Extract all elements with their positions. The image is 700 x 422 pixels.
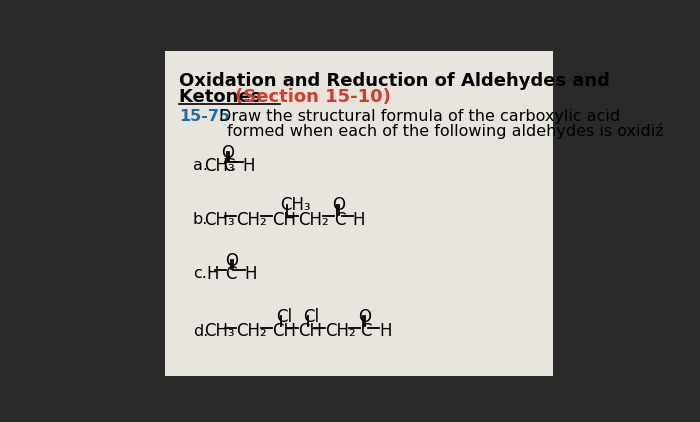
Text: C: C: [360, 322, 372, 341]
Text: C: C: [225, 265, 237, 283]
Text: formed when each of the following aldehydes is oxidiź: formed when each of the following aldehy…: [227, 123, 664, 139]
Text: Ketones: Ketones: [179, 88, 267, 106]
Text: CH₂: CH₂: [298, 211, 329, 229]
Text: a.: a.: [193, 158, 208, 173]
Text: CH₃: CH₃: [204, 157, 234, 175]
Text: (Section 15-10): (Section 15-10): [234, 88, 391, 106]
Text: Cl: Cl: [303, 308, 319, 326]
Bar: [165, 51, 552, 376]
Text: CH₃: CH₃: [204, 322, 234, 341]
Text: CH: CH: [298, 322, 322, 341]
Text: O: O: [358, 308, 371, 326]
Text: O: O: [332, 196, 345, 214]
Text: CH₂: CH₂: [237, 211, 267, 229]
Text: Draw the structural formula of the carboxylic acid: Draw the structural formula of the carbo…: [219, 109, 620, 124]
Text: c.: c.: [193, 266, 206, 281]
Text: O: O: [225, 252, 238, 270]
Text: Cl: Cl: [276, 308, 293, 326]
Text: CH₂: CH₂: [237, 322, 267, 341]
Text: CH₃: CH₃: [204, 211, 234, 229]
Text: H: H: [242, 157, 255, 175]
Text: Oxidation and Reduction of Aldehydes and: Oxidation and Reduction of Aldehydes and: [179, 72, 610, 90]
Text: CH₂: CH₂: [325, 322, 356, 341]
Text: d.: d.: [193, 324, 209, 339]
Text: CH: CH: [272, 211, 296, 229]
Text: H: H: [245, 265, 258, 283]
Text: CH: CH: [272, 322, 296, 341]
Text: C: C: [334, 211, 346, 229]
Text: 15-75: 15-75: [179, 109, 230, 124]
Text: C: C: [223, 157, 235, 175]
Text: H: H: [207, 265, 219, 283]
Text: b.: b.: [193, 212, 209, 227]
Text: H: H: [379, 322, 391, 341]
Text: CH₃: CH₃: [281, 196, 311, 214]
Text: H: H: [353, 211, 365, 229]
Text: O: O: [221, 144, 234, 162]
